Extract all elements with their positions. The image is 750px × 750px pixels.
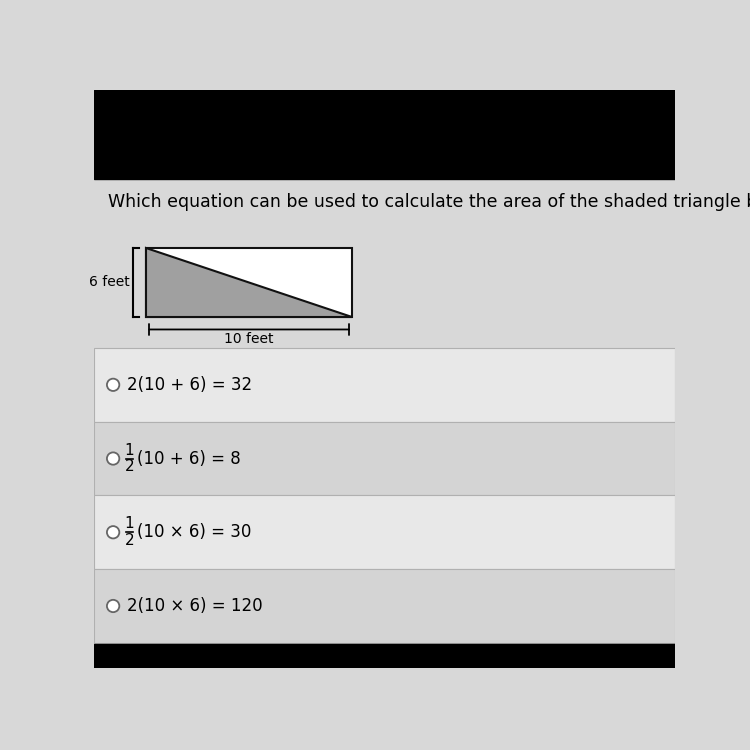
Text: (10 + 6) = 8: (10 + 6) = 8	[137, 449, 241, 467]
Text: 2(10 + 6) = 32: 2(10 + 6) = 32	[127, 376, 252, 394]
Text: 2(10 × 6) = 120: 2(10 × 6) = 120	[127, 597, 262, 615]
Circle shape	[107, 452, 119, 465]
Circle shape	[107, 379, 119, 391]
Bar	[94, 644, 675, 668]
Text: 10 feet: 10 feet	[224, 332, 274, 346]
Text: Which equation can be used to calculate the area of the shaded triangle below?: Which equation can be used to calculate …	[108, 194, 750, 211]
Text: 1: 1	[124, 517, 134, 532]
Circle shape	[107, 526, 119, 538]
Bar	[94, 179, 675, 644]
Text: 2: 2	[124, 459, 134, 474]
Text: 2: 2	[124, 533, 134, 548]
Bar	[94, 569, 675, 643]
Circle shape	[107, 600, 119, 612]
Bar	[94, 422, 675, 496]
Text: 6 feet: 6 feet	[88, 275, 130, 290]
Bar	[146, 248, 352, 317]
Polygon shape	[146, 248, 352, 317]
Bar	[94, 496, 675, 569]
Bar	[94, 90, 675, 179]
Text: (10 × 6) = 30: (10 × 6) = 30	[137, 524, 251, 542]
Bar	[94, 348, 675, 422]
Text: 1: 1	[124, 442, 134, 458]
